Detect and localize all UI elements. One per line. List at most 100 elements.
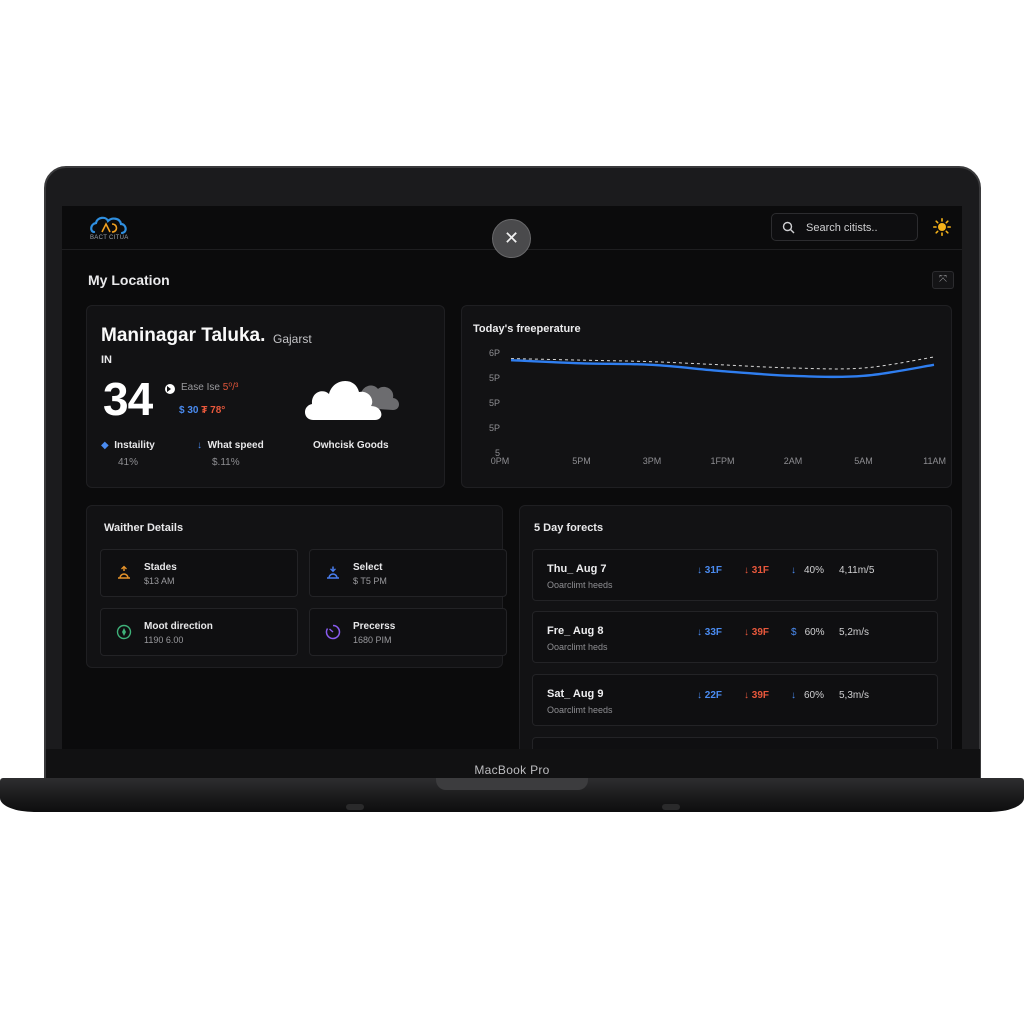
wind-stat: ↓ What speed $.11% bbox=[197, 440, 264, 468]
forecast-row[interactable]: Thu_ Aug 7 Ooarclimt heeds ↓ 31F ↓ 31F ↓… bbox=[532, 549, 938, 601]
forecast-desc: Ooarclimt heeds bbox=[547, 705, 613, 715]
device-label: MacBook Pro bbox=[474, 763, 550, 777]
tile-value: $ T5 PM bbox=[353, 576, 387, 586]
y-tick-label: 5 bbox=[495, 448, 500, 458]
compass-icon bbox=[116, 624, 132, 640]
arrow-down-icon: ↓ bbox=[697, 627, 702, 638]
condition-text: Owhcisk Goods bbox=[313, 440, 389, 451]
forecast-desc: Ooarclimt heeds bbox=[547, 580, 613, 590]
feels-value: 5⁰/³ bbox=[222, 382, 239, 393]
x-tick-label: 5PM bbox=[572, 456, 591, 466]
dollar-icon: $ bbox=[179, 405, 185, 416]
arrow-down-icon: ↓ bbox=[197, 440, 202, 451]
tile-value: 1190 6.00 bbox=[144, 635, 184, 645]
wind-value: $.11% bbox=[212, 457, 240, 468]
rain-icon: $ bbox=[791, 627, 797, 638]
laptop-foot bbox=[662, 804, 680, 810]
x-tick-label: 11AM bbox=[923, 456, 946, 466]
tile-value: 1680 PIM bbox=[353, 635, 392, 645]
forecast-day: Sat_ Aug 9 bbox=[547, 688, 604, 700]
tile-label: Moot direction bbox=[144, 621, 213, 632]
high-value: 31F bbox=[751, 565, 770, 576]
low-value: 22F bbox=[704, 690, 723, 701]
feels-label: Ease Ise bbox=[181, 382, 223, 393]
forecast-day: Fre_ Aug 8 bbox=[547, 625, 604, 637]
forecast-day: Thu_ Aug 7 bbox=[547, 563, 607, 575]
laptop-notch bbox=[436, 778, 588, 790]
rain-icon: ↓ bbox=[791, 690, 796, 701]
low-value: 31F bbox=[704, 565, 723, 576]
x-tick-label: 0PM bbox=[491, 456, 510, 466]
forecast-low: ↓ 33F bbox=[697, 627, 722, 638]
details-title: Waither Details bbox=[104, 522, 184, 534]
y-tick-label: 5P bbox=[489, 398, 500, 408]
arrow-right-icon bbox=[165, 384, 175, 394]
detail-tile-sunrise[interactable]: Stades $13 AM bbox=[100, 549, 298, 597]
humidity-value: 41% bbox=[118, 457, 139, 468]
arrow-down-icon: ↓ bbox=[744, 565, 749, 576]
high-temp: 78° bbox=[210, 405, 226, 416]
current-temperature: 34 bbox=[103, 373, 153, 425]
series-line-dashed bbox=[510, 356, 935, 370]
feels-like: Ease Ise 5⁰/³ bbox=[181, 382, 238, 393]
temperature-chart-card: Today's freeperature 6P 5P 5P 5P 5 0PM 5PM 3PM 1… bbox=[461, 305, 952, 488]
tile-label: Select bbox=[353, 562, 383, 573]
detail-tile-direction[interactable]: Moot direction 1190 6.00 bbox=[100, 608, 298, 656]
x-tick-label: 2AM bbox=[784, 456, 803, 466]
search-box[interactable] bbox=[771, 213, 918, 241]
rain-value: 60% bbox=[804, 627, 825, 638]
forecast-desc: Ooarclimt heds bbox=[547, 642, 608, 652]
forecast-wind: 5,3m/s bbox=[839, 690, 870, 701]
forecast-card: 5 Day forects Thu_ Aug 7 Ooarclimt heeds… bbox=[519, 505, 952, 749]
y-tick-label: 5P bbox=[489, 373, 500, 383]
city-name: Maninagar Taluka. bbox=[101, 325, 266, 346]
thermo-icon: ₮ bbox=[201, 405, 208, 416]
rain-value: 40% bbox=[804, 565, 825, 576]
low-value: 33F bbox=[704, 627, 723, 638]
laptop-bezel-bottom bbox=[46, 749, 980, 779]
rain-icon: ↓ bbox=[791, 565, 796, 576]
forecast-high: ↓ 39F bbox=[744, 627, 769, 638]
high-value: 39F bbox=[751, 627, 770, 638]
search-input[interactable] bbox=[806, 219, 912, 237]
y-tick-label: 6P bbox=[489, 348, 500, 358]
close-button[interactable]: ✕ bbox=[492, 219, 531, 258]
wind-label: What speed bbox=[207, 440, 264, 451]
detail-tile-pressure[interactable]: Precerss 1680 PIM bbox=[309, 608, 507, 656]
arrow-down-icon: ↓ bbox=[697, 690, 702, 701]
country-code: IN bbox=[101, 354, 112, 366]
collapse-icon[interactable]: ⤧ bbox=[932, 271, 954, 289]
forecast-low: ↓ 31F bbox=[697, 565, 722, 576]
gauge-icon bbox=[325, 624, 341, 640]
theme-toggle-sun-icon[interactable] bbox=[933, 218, 951, 236]
weather-details-card: Waither Details Stades $13 AM Select $ T… bbox=[86, 505, 507, 668]
tile-label: Stades bbox=[144, 562, 177, 573]
tile-label: Precerss bbox=[353, 621, 396, 632]
high-value: 39F bbox=[751, 690, 770, 701]
detail-tile-sunset[interactable]: Select $ T5 PM bbox=[309, 549, 507, 597]
humidity-stat: ◆ Instaility 41% bbox=[101, 440, 155, 468]
y-tick-label: 5P bbox=[489, 423, 500, 433]
droplet-icon: ◆ bbox=[101, 440, 109, 451]
tile-value: $13 AM bbox=[144, 576, 175, 586]
sunrise-icon bbox=[118, 565, 130, 579]
forecast-wind: 4,11m/5 bbox=[839, 565, 875, 576]
low-high: $ 30 ₮ 78° bbox=[179, 405, 225, 416]
app-screen: BACT CITUA ✕ My Location ⤧ Maninagar Tal… bbox=[62, 206, 962, 749]
x-tick-label: 1FPM bbox=[710, 456, 734, 466]
forecast-wind: 5,2m/s bbox=[839, 627, 870, 638]
page-title: My Location bbox=[88, 272, 170, 288]
forecast-low: ↓ 22F bbox=[697, 690, 722, 701]
logo-icon[interactable] bbox=[88, 212, 130, 244]
series-line-solid bbox=[510, 358, 935, 379]
forecast-high: ↓ 39F bbox=[744, 690, 769, 701]
rain-value: 60% bbox=[804, 690, 825, 701]
forecast-row[interactable]: Fre_ Aug 8 Ooarclimt heds ↓ 33F ↓ 39F $6… bbox=[532, 611, 938, 663]
forecast-row[interactable]: Sat_ Aug 9 Ooarclimt heeds ↓ 22F ↓ 39F ↓… bbox=[532, 674, 938, 726]
current-weather-card: Maninagar Taluka. Gajarst IN 34 Ease Ise… bbox=[86, 305, 445, 488]
forecast-row[interactable] bbox=[532, 737, 938, 749]
humidity-label: Instaility bbox=[114, 440, 155, 451]
laptop-foot bbox=[346, 804, 364, 810]
forecast-rain: $60% bbox=[791, 627, 825, 638]
